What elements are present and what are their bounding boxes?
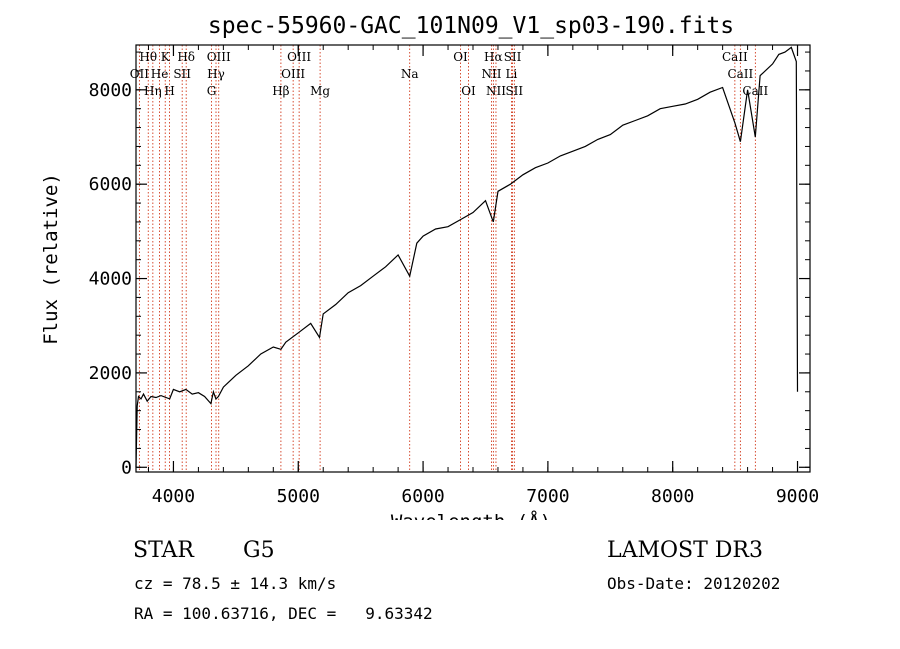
spectral-line-label: SII <box>173 67 191 81</box>
spectral-line-labels: Hθ OII Hη He K H Hδ SII OIII Hγ G Hβ OIII OIII Mg Na OI O… <box>130 50 769 98</box>
axis-ticks: 4000 5000 6000 7000 8000 9000 0 2000 4000 6000 800… <box>89 45 819 507</box>
x-tick-label: 6000 <box>401 486 444 507</box>
x-tick-label: 5000 <box>277 486 320 507</box>
survey-name: LAMOST DR3 <box>607 538 763 563</box>
spectral-line-label: Mg <box>310 84 330 98</box>
y-tick-label: 0 <box>121 457 132 478</box>
spectral-line-label: H <box>164 84 174 98</box>
y-tick-label: 6000 <box>89 174 132 195</box>
spectral-line-label: OIII <box>207 50 231 64</box>
spectral-line-label: Hα <box>484 50 503 64</box>
object-class: STAR <box>133 538 194 563</box>
spectral-line-label: Hη <box>144 84 162 98</box>
spectral-line-label: Li <box>506 67 518 81</box>
spectral-line-label: OIII <box>281 67 305 81</box>
spectral-line-label: CaII <box>727 67 753 81</box>
spectral-line-markers <box>138 45 756 472</box>
spectral-line-label: OI <box>461 84 476 98</box>
plot-frame <box>135 44 811 473</box>
y-tick-label: 2000 <box>89 363 132 384</box>
spectral-line-label: OI <box>453 50 468 64</box>
chart-title: spec-55960-GAC_101N09_V1_sp03-190.fits <box>208 13 734 39</box>
spectral-line-label: Hγ <box>207 67 225 81</box>
y-tick-label: 4000 <box>89 269 132 290</box>
x-tick-label: 8000 <box>651 486 694 507</box>
x-tick-label: 9000 <box>776 486 819 507</box>
spectral-line-label: NII <box>486 84 506 98</box>
spectral-line-label: SII <box>504 50 522 64</box>
x-tick-label: 7000 <box>526 486 569 507</box>
observation-date: Obs-Date: 20120202 <box>607 574 781 593</box>
redshift-velocity: cz = 78.5 ± 14.3 km/s <box>134 574 337 593</box>
object-subclass: G5 <box>243 538 275 563</box>
spectral-line-label: Hβ <box>272 84 289 98</box>
spectral-line-label: He <box>151 67 169 81</box>
coordinates: RA = 100.63716, DEC = 9.63342 <box>134 604 433 623</box>
x-axis-label: Wavelength (Å) <box>391 510 551 520</box>
spectrum-chart: spec-55960-GAC_101N09_V1_sp03-190.fits H… <box>40 13 819 520</box>
x-tick-label: 4000 <box>152 486 195 507</box>
spectral-line-label: OII <box>130 67 150 81</box>
y-axis-label: Flux (relative) <box>40 173 62 345</box>
spectral-line-label: Hδ <box>177 50 195 64</box>
spectral-line-label: NII <box>481 67 501 81</box>
spectral-line-label: SII <box>505 84 523 98</box>
spectral-line-label: OIII <box>287 50 311 64</box>
spectral-line-label: CaII <box>722 50 748 64</box>
spectral-line-label: G <box>207 84 217 98</box>
spectral-line-label: Na <box>401 67 419 81</box>
spectrum-series-line <box>135 46 799 468</box>
spectral-line-label: Hθ <box>139 50 157 64</box>
spectral-line-label: K <box>161 50 171 64</box>
y-tick-label: 8000 <box>89 80 132 101</box>
